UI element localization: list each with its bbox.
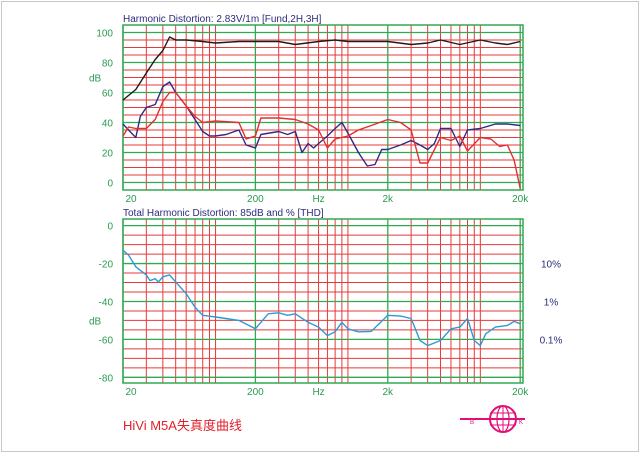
y-tick-label: 0 — [107, 179, 113, 190]
x-tick-label: 200 — [247, 387, 264, 398]
x-tick-label: 20 — [125, 194, 137, 205]
y-tick-label: -40 — [99, 297, 114, 308]
right-tick-label: 1% — [544, 297, 559, 308]
series-line-fund — [122, 36, 521, 101]
y-tick-label: -60 — [99, 335, 114, 346]
y-axis-label: dB — [89, 316, 102, 327]
y-tick-label: 40 — [102, 119, 114, 130]
series-line-h2 — [122, 81, 521, 167]
y-tick-label: 20 — [102, 149, 114, 160]
caption: HiVi M5A失真度曲线 — [123, 418, 242, 433]
series-line-h3 — [122, 91, 521, 189]
x-tick-label: 200 — [247, 194, 264, 205]
x-tick-label: 20 — [125, 387, 137, 398]
x-tick-label: 2k — [383, 194, 395, 205]
x-axis-label: Hz — [312, 194, 324, 205]
right-tick-label: 0.1% — [540, 335, 563, 346]
x-tick-label: 2k — [383, 387, 395, 398]
x-axis-label: Hz — [312, 387, 324, 398]
y-tick-label: 80 — [102, 59, 114, 70]
plot-border — [122, 218, 524, 384]
y-tick-label: 100 — [96, 29, 113, 40]
plot-border — [122, 24, 524, 191]
chart-title: Total Harmonic Distortion: 85dB and % [T… — [123, 208, 324, 219]
right-tick-label: 10% — [541, 260, 561, 271]
y-tick-label: -20 — [99, 260, 114, 271]
series-line-thd — [122, 249, 521, 347]
y-tick-label: 60 — [102, 89, 114, 100]
y-axis-label: dB — [89, 74, 102, 85]
x-tick-label: 20k — [512, 387, 529, 398]
y-tick-label: 0 — [107, 222, 113, 233]
x-tick-label: 20k — [512, 194, 529, 205]
y-tick-label: -80 — [99, 373, 114, 384]
chart-title: Harmonic Distortion: 2.83V/1m [Fund,2H,3… — [123, 14, 322, 25]
